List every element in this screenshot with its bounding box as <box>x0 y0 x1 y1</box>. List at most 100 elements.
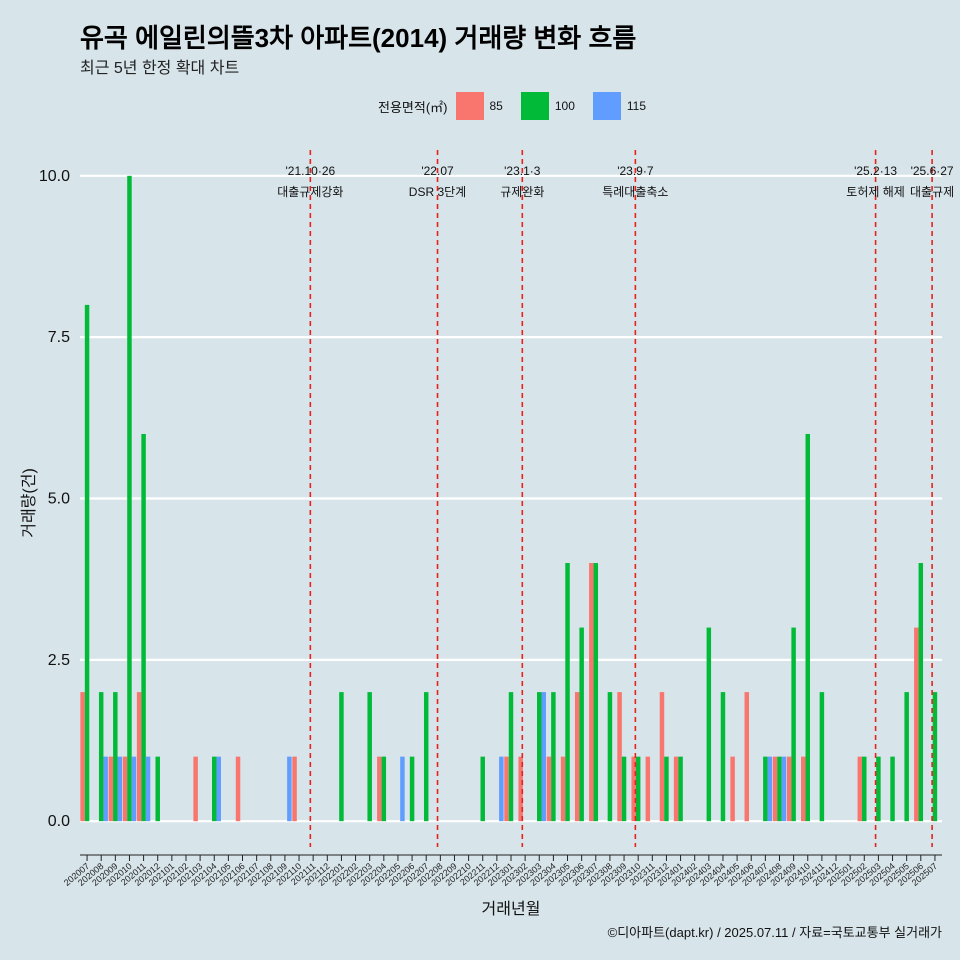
event-date-label: '23.9·7 <box>617 164 654 178</box>
bar <box>805 433 810 822</box>
y-tick-label: 5.0 <box>48 491 70 508</box>
bar <box>706 627 712 822</box>
bar <box>772 756 778 822</box>
legend-title: 전용면적(㎡) <box>378 99 448 115</box>
bar <box>645 756 651 822</box>
bar <box>720 692 726 822</box>
event-name-label: DSR 3단계 <box>409 185 466 199</box>
bar <box>551 692 556 822</box>
bar <box>537 692 542 822</box>
legend-label-85: 85 <box>489 99 503 113</box>
bar <box>80 692 85 822</box>
bar <box>193 756 198 822</box>
y-axis-label: 거래량(건) <box>20 468 38 538</box>
bar <box>890 756 895 822</box>
bar <box>730 756 735 822</box>
y-tick-label: 7.5 <box>48 329 70 346</box>
event-name-label: 규제완화 <box>500 185 544 199</box>
bar <box>593 563 599 822</box>
bar <box>777 756 782 822</box>
legend-label-115: 115 <box>626 99 647 113</box>
bar <box>617 692 622 822</box>
bar <box>862 756 867 822</box>
bar <box>574 692 580 822</box>
bar <box>141 433 146 822</box>
y-tick-label: 2.5 <box>48 652 70 669</box>
bar <box>155 756 160 822</box>
bar <box>801 756 806 822</box>
event-date-label: '25.6·27 <box>911 164 954 178</box>
chart-subtitle: 최근 5년 한정 확대 차트 <box>80 60 240 77</box>
event-date-label: '23.1·3 <box>504 164 541 178</box>
bar <box>607 692 613 822</box>
bar <box>287 756 292 822</box>
chart-title: 유곡 에일린의뜰3차 아파트(2014) 거래량 변화 흐름 <box>80 23 637 53</box>
bar <box>857 756 863 822</box>
bar <box>409 756 415 822</box>
bar <box>499 756 504 822</box>
x-axis-label: 거래년월 <box>482 900 541 918</box>
bar <box>631 756 636 822</box>
bar <box>377 756 382 822</box>
legend: 전용면적(㎡) 85 100 115 <box>378 92 664 120</box>
legend-swatch-100 <box>520 92 549 120</box>
event-name-label: 토허제 해제 <box>846 185 905 199</box>
bar <box>546 756 552 822</box>
bar <box>117 756 123 822</box>
bar <box>659 692 665 822</box>
bar <box>678 756 683 822</box>
bar <box>508 692 514 822</box>
bar <box>876 756 881 822</box>
legend-swatch-85 <box>455 92 484 120</box>
bar <box>635 756 641 822</box>
bar <box>235 756 241 822</box>
bar <box>791 627 796 822</box>
y-tick-label: 0.0 <box>48 813 70 830</box>
bar <box>127 175 132 822</box>
bar <box>84 304 90 822</box>
bar <box>744 692 749 822</box>
bar <box>786 756 792 822</box>
bar <box>103 756 108 822</box>
bar <box>136 692 142 822</box>
bar <box>216 756 221 822</box>
bar <box>423 692 429 822</box>
event-name-label: 대출규제 <box>910 185 954 199</box>
bar <box>292 756 297 822</box>
event-name-label: 특례대출축소 <box>602 185 668 199</box>
bar <box>781 756 787 822</box>
bar <box>145 756 151 822</box>
bar <box>932 692 938 822</box>
bar <box>122 756 128 822</box>
bar <box>504 756 509 822</box>
bar <box>763 756 768 822</box>
bar <box>98 692 104 822</box>
bar <box>113 692 118 822</box>
bar <box>480 756 485 822</box>
event-date-label: '22.07 <box>421 164 454 178</box>
bar <box>339 692 344 822</box>
source-caption: ©디아파트(dapt.kr) / 2025.07.11 / 자료=국토교통부 실… <box>607 925 942 940</box>
bar <box>565 563 570 822</box>
legend-label-100: 100 <box>554 99 575 113</box>
bar <box>767 756 773 822</box>
event-name-label: 대출규제강화 <box>277 185 343 199</box>
bar <box>381 756 387 822</box>
bar <box>541 692 546 822</box>
event-date-label: '25.2·13 <box>854 164 897 178</box>
bar <box>589 563 594 822</box>
bar <box>108 756 114 822</box>
event-date-label: '21.10·26 <box>286 164 336 178</box>
bar <box>212 756 217 822</box>
bar <box>918 563 924 822</box>
bar <box>400 756 405 822</box>
bar <box>518 756 523 822</box>
bar <box>819 692 825 822</box>
y-tick-label: 10.0 <box>39 168 70 185</box>
bar <box>560 756 566 822</box>
bar <box>673 756 679 822</box>
bar <box>664 756 669 822</box>
bar <box>904 692 909 822</box>
bar <box>914 627 919 822</box>
